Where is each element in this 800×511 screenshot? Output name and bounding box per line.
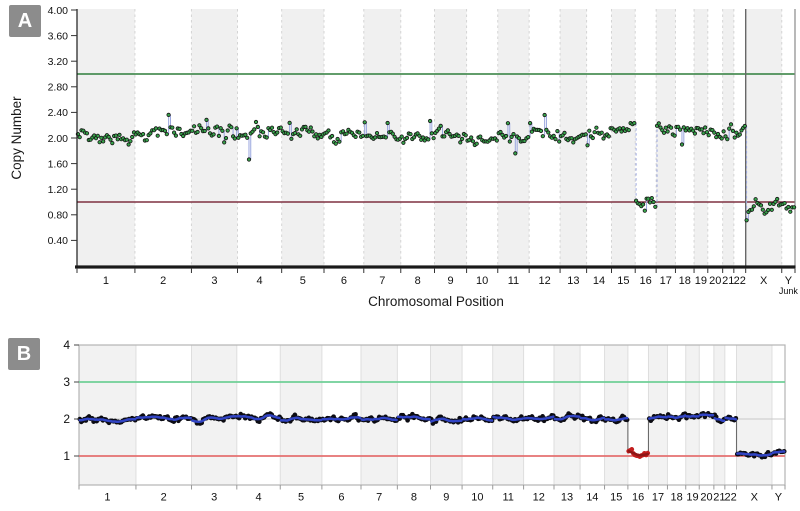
svg-text:16: 16 [632,492,644,504]
svg-text:17: 17 [660,275,672,287]
svg-text:18: 18 [670,492,682,504]
svg-text:18: 18 [679,275,691,287]
svg-text:21: 21 [713,492,725,504]
svg-text:13: 13 [561,492,573,504]
svg-text:1: 1 [104,492,110,504]
svg-text:1.60: 1.60 [48,158,69,170]
svg-text:21: 21 [722,275,734,287]
panel-a-copy-number-plot: 4.00 3.60 3.20 2.80 2.40 2.00 1.60 1.20 0.80 0.40… [48,5,799,296]
svg-text:Y: Y [775,492,783,504]
svg-text:12: 12 [533,492,545,504]
panel-a-threshold-lines [77,73,795,203]
svg-text:9: 9 [447,275,453,287]
svg-text:8: 8 [415,275,421,287]
svg-text:Y: Y [785,275,793,287]
svg-text:2.40: 2.40 [48,107,69,119]
svg-text:X: X [760,275,768,287]
svg-text:22: 22 [734,275,746,287]
panel-a-x-axis-title: Chromosomal Position [368,294,504,309]
svg-text:15: 15 [610,492,622,504]
svg-text:19: 19 [686,492,698,504]
svg-text:12: 12 [538,275,550,287]
panel-a-axes: 4.00 3.60 3.20 2.80 2.40 2.00 1.60 1.20 0.80 0.40… [48,5,799,296]
panel-a-badge: A [9,5,41,37]
svg-text:7: 7 [379,275,385,287]
svg-text:17: 17 [652,492,664,504]
svg-text:3.60: 3.60 [48,30,69,42]
svg-text:13: 13 [567,275,579,287]
svg-text:0.80: 0.80 [48,210,69,222]
svg-text:2.80: 2.80 [48,82,69,94]
svg-text:22: 22 [725,492,737,504]
svg-text:14: 14 [593,275,605,287]
svg-text:X: X [751,492,759,504]
svg-text:2: 2 [161,492,167,504]
svg-text:0.40: 0.40 [48,235,69,247]
svg-text:5: 5 [298,492,304,504]
svg-text:4: 4 [63,338,70,352]
svg-text:15: 15 [617,275,629,287]
svg-text:Junk: Junk [779,286,799,296]
svg-text:3: 3 [211,275,217,287]
svg-text:19: 19 [695,275,707,287]
svg-text:2: 2 [160,275,166,287]
svg-text:20: 20 [709,275,721,287]
svg-text:14: 14 [586,492,598,504]
svg-text:4: 4 [255,492,261,504]
svg-text:1: 1 [63,449,70,463]
svg-text:10: 10 [471,492,483,504]
svg-text:6: 6 [341,275,347,287]
svg-text:4.00: 4.00 [48,5,69,17]
svg-text:1.20: 1.20 [48,184,69,196]
svg-text:20: 20 [700,492,712,504]
svg-text:3: 3 [211,492,217,504]
panel-b-threshold-lines [79,381,785,457]
panel-b-badge: B [8,338,40,370]
svg-text:5: 5 [300,275,306,287]
svg-text:3: 3 [63,375,70,389]
svg-text:9: 9 [443,492,449,504]
svg-text:6: 6 [338,492,344,504]
svg-text:2: 2 [63,412,70,426]
svg-text:4: 4 [257,275,263,287]
svg-text:7: 7 [376,492,382,504]
svg-text:11: 11 [502,492,513,504]
svg-text:16: 16 [640,275,652,287]
svg-text:11: 11 [508,275,519,287]
svg-text:3.20: 3.20 [48,56,69,68]
svg-text:8: 8 [411,492,417,504]
panel-b-connectors [627,418,738,455]
svg-text:2.00: 2.00 [48,133,69,145]
panel-a-points [75,112,797,223]
svg-text:1: 1 [103,275,109,287]
panel-b-segment-lines [78,413,786,457]
svg-text:10: 10 [476,275,488,287]
